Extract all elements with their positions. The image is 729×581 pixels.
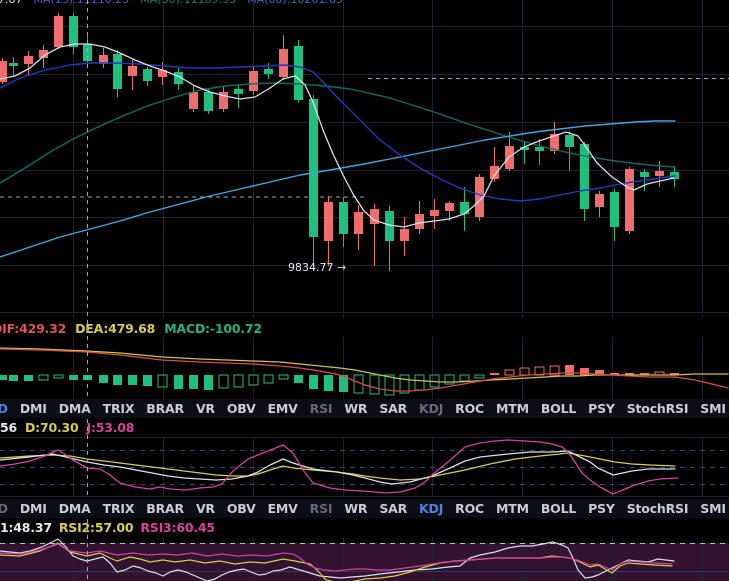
- tab-mtm[interactable]: MTM: [496, 501, 529, 516]
- tab-emv[interactable]: EMV: [267, 501, 298, 516]
- kdj-panel[interactable]: [0, 437, 729, 497]
- tab-stochrsi[interactable]: StochRSI: [626, 401, 689, 416]
- tab-boll[interactable]: BOLL: [540, 501, 577, 516]
- tab-vr[interactable]: VR: [195, 501, 215, 516]
- candlestick-panel[interactable]: [0, 0, 729, 318]
- tab-kdj[interactable]: KDJ: [419, 501, 444, 516]
- tab-dmi[interactable]: DMI: [19, 401, 47, 416]
- tab-stochrsi[interactable]: StochRSI: [626, 501, 689, 516]
- dea-value: DEA:479.68: [75, 321, 156, 336]
- rsi-panel[interactable]: [0, 537, 729, 581]
- indicator-tabs-row-2: MACD DMI DMA TRIX BRAR VR OBV EMV RSI WR SAR KDJ ROC…: [0, 499, 729, 518]
- d-value: D:70.30: [25, 420, 79, 435]
- k-value-partial: 56: [0, 420, 17, 435]
- tab-dmi[interactable]: DMI: [19, 501, 47, 516]
- tab-rsi[interactable]: RSI: [309, 401, 333, 416]
- indicator-tabs-row-1: MACD DMI DMA TRIX BRAR VR OBV EMV RSI WR SAR KDJ ROC…: [0, 399, 729, 418]
- low-price-label: 9834.77 →: [288, 261, 347, 274]
- kdj-values: 56 D:70.30 J:53.08: [0, 420, 135, 435]
- ma13-value: MA(13):11110.25: [34, 0, 130, 6]
- dif-value: DIF:429.32: [0, 321, 67, 336]
- tab-emv[interactable]: EMV: [267, 401, 298, 416]
- tab-macd[interactable]: MACD: [0, 401, 8, 416]
- tab-brar[interactable]: BRAR: [146, 501, 184, 516]
- macd-panel[interactable]: [0, 337, 729, 399]
- tab-kdj[interactable]: KDJ: [419, 401, 444, 416]
- tab-wr[interactable]: WR: [344, 501, 368, 516]
- tab-psy[interactable]: PSY: [588, 401, 615, 416]
- tab-trix[interactable]: TRIX: [102, 401, 135, 416]
- ma60-value: MA(60):10261.85: [247, 0, 343, 6]
- rsi-values: 1:48.37 RSI2:57.00 RSI3:60.45: [0, 520, 215, 535]
- tab-roc[interactable]: ROC: [455, 401, 484, 416]
- tab-obv[interactable]: OBV: [226, 401, 256, 416]
- ma-header: 7.87 MA(13):11110.25 MA(30):11109.93 MA(…: [0, 0, 343, 6]
- rsi2-value: RSI2:57.00: [58, 520, 134, 535]
- tab-dma[interactable]: DMA: [58, 501, 91, 516]
- tab-smi[interactable]: SMI: [700, 501, 726, 516]
- tab-sar[interactable]: SAR: [379, 501, 408, 516]
- macd-values: DIF:429.32 DEA:479.68 MACD:-100.72: [0, 321, 262, 336]
- tab-dma[interactable]: DMA: [58, 401, 91, 416]
- rsi1-value-partial: 1:48.37: [0, 520, 52, 535]
- j-value: J:53.08: [86, 420, 135, 435]
- tab-boll[interactable]: BOLL: [540, 401, 577, 416]
- tab-wr[interactable]: WR: [344, 401, 368, 416]
- macd-value: MACD:-100.72: [164, 321, 262, 336]
- ma30-value: MA(30):11109.93: [140, 0, 236, 6]
- tab-vr[interactable]: VR: [195, 401, 215, 416]
- tab-mtm[interactable]: MTM: [496, 401, 529, 416]
- ma7-value-partial: 7.87: [0, 0, 23, 6]
- tab-trix[interactable]: TRIX: [102, 501, 135, 516]
- tab-smi[interactable]: SMI: [700, 401, 726, 416]
- tab-roc[interactable]: ROC: [455, 501, 484, 516]
- tab-obv[interactable]: OBV: [226, 501, 256, 516]
- tab-rsi[interactable]: RSI: [309, 501, 333, 516]
- tab-sar[interactable]: SAR: [379, 401, 408, 416]
- tab-psy[interactable]: PSY: [588, 501, 615, 516]
- tab-macd[interactable]: MACD: [0, 501, 8, 516]
- rsi3-value: RSI3:60.45: [140, 520, 215, 535]
- tab-brar[interactable]: BRAR: [146, 401, 184, 416]
